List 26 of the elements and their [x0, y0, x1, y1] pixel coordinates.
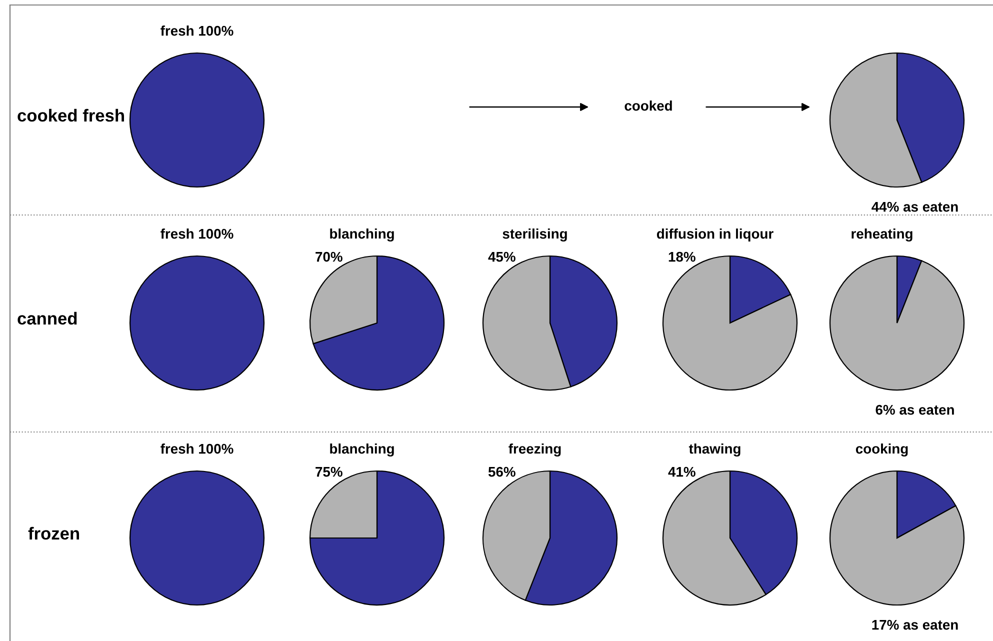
chart-title: fresh 100%: [160, 228, 234, 239]
chart-title: freezing: [508, 443, 561, 457]
pie-slice: [829, 470, 965, 606]
chart-title: thawing: [688, 443, 740, 457]
pie-slice: [829, 255, 965, 391]
text: 17% as eaten: [872, 620, 958, 630]
chart-title: fresh 100%: [160, 26, 234, 36]
chart-title: reheating: [852, 228, 912, 242]
chart-subtitle: 41%: [668, 466, 696, 477]
chart-subtitle: 18%: [668, 252, 696, 262]
text: cooked: [624, 100, 672, 111]
chart-title: blanching: [330, 443, 394, 457]
chart-title: sterilising: [502, 228, 567, 242]
chart-title: cooking: [856, 443, 908, 457]
text: 6% as eaten: [876, 404, 954, 415]
chart-subtitle: 70%: [316, 252, 342, 262]
text: frozen: [28, 526, 80, 540]
text: canned: [18, 312, 77, 325]
chart-subtitle: 56%: [488, 466, 516, 477]
chart-title: blanching: [330, 228, 394, 242]
chart-subtitle: 45%: [488, 252, 516, 262]
text: 44% as eaten: [872, 202, 958, 212]
chart-title: fresh 100%: [160, 444, 234, 454]
text: cooked fresh: [18, 108, 124, 122]
chart-title: diffusion in liqour: [656, 228, 774, 242]
chart-subtitle: 75%: [316, 466, 342, 477]
